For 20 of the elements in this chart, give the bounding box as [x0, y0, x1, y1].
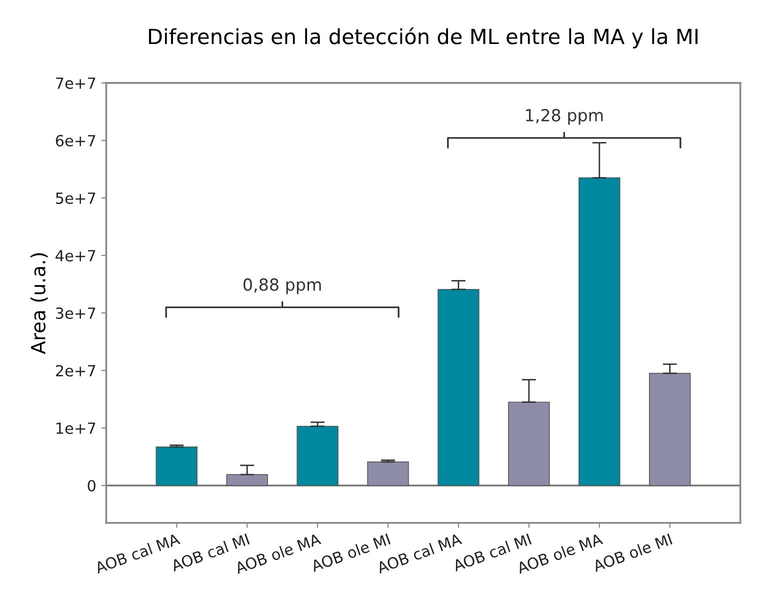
bar [578, 177, 620, 486]
y-tick-label: 2e+7 [56, 364, 96, 376]
y-tick-label: 4e+7 [56, 250, 96, 262]
bar [508, 402, 550, 486]
annotation: 1,28 ppm [526, 108, 603, 125]
annotation: 0,88 ppm [244, 278, 321, 294]
y-tick-label: 1e+7 [56, 422, 96, 434]
bar [438, 288, 480, 486]
bar [156, 446, 198, 486]
y-tick-label: 3e+7 [56, 307, 96, 319]
y-axis-title: Area (u.a.) [30, 253, 48, 354]
chart-title: Diferencias en la detección de ML entre la MA y la MI [149, 27, 698, 48]
bar [296, 426, 338, 486]
y-tick-label: 0 [88, 480, 96, 492]
bar [226, 474, 268, 486]
y-tick-label: 5e+7 [56, 192, 96, 204]
bar [367, 461, 409, 486]
y-tick-label: 6e+7 [56, 134, 96, 146]
y-tick-label: 7e+7 [56, 78, 96, 89]
bar [649, 372, 691, 486]
